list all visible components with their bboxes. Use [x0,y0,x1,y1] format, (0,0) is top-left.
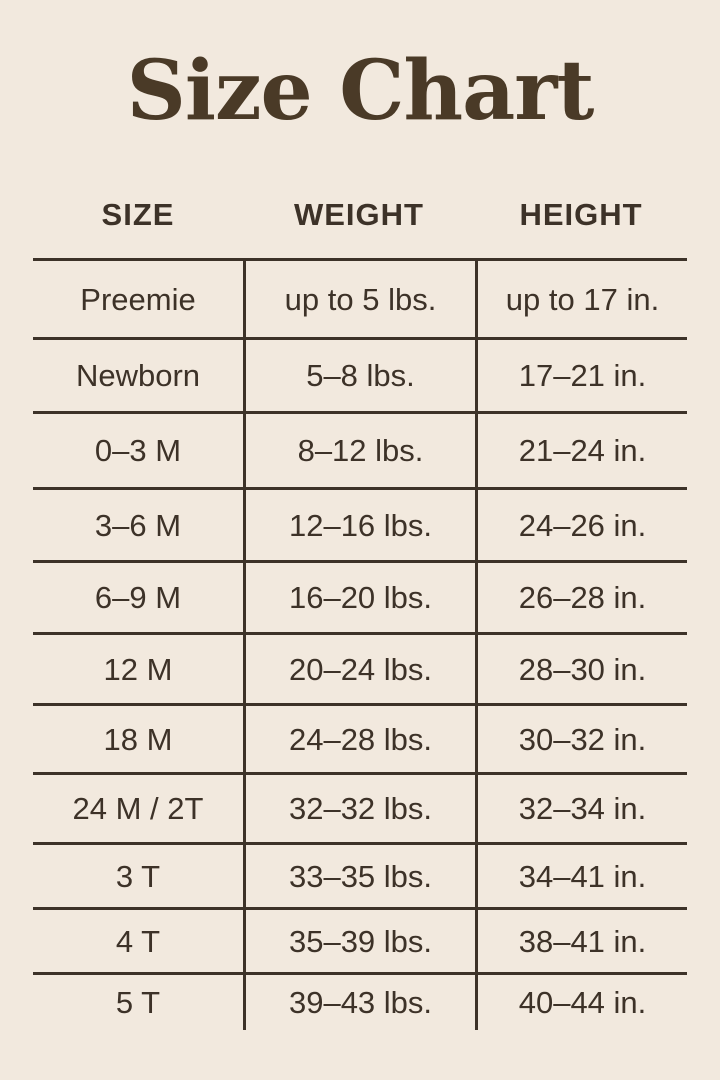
column-header-size: SIZE [101,197,175,232]
cell-weight: 33–35 lbs. [243,845,475,907]
cell-weight: 39–43 lbs. [243,975,475,1030]
table-row-24m-2t: 24 M / 2T 32–32 lbs. 32–34 in. [33,772,687,842]
table-row-12m: 12 M 20–24 lbs. 28–30 in. [33,632,687,703]
cell-size: 3 T [115,858,161,894]
table-row-18m: 18 M 24–28 lbs. 30–32 in. [33,703,687,772]
cell-height: 17–21 in. [475,340,687,411]
cell-size: 12 M [103,651,173,687]
cell-weight: 16–20 lbs. [243,563,475,632]
cell-weight: 8–12 lbs. [243,414,475,487]
cell-height: 40–44 in. [475,975,687,1030]
cell-size: 24 M / 2T [72,791,204,826]
table-row-0-3m: 0–3 M 8–12 lbs. 21–24 in. [33,411,687,487]
cell-size: 5 T [115,985,161,1020]
cell-height: 26–28 in. [475,563,687,632]
cell-size: 18 M [103,721,173,757]
table-header-row: SIZE WEIGHT HEIGHT [33,193,687,237]
cell-weight: up to 5 lbs. [243,261,475,337]
table-row-newborn: Newborn 5–8 lbs. 17–21 in. [33,337,687,411]
table-row-5t: 5 T 39–43 lbs. 40–44 in. [33,972,687,1030]
cell-height: up to 17 in. [475,261,687,337]
cell-weight: 24–28 lbs. [243,706,475,772]
cell-height: 24–26 in. [475,490,687,560]
table-row-preemie: Preemie up to 5 lbs. up to 17 in. [33,258,687,337]
cell-size: 4 T [115,923,161,959]
cell-height: 38–41 in. [475,910,687,972]
column-header-height: HEIGHT [519,197,643,232]
table-row-6-9m: 6–9 M 16–20 lbs. 26–28 in. [33,560,687,632]
table-row-3t: 3 T 33–35 lbs. 34–41 in. [33,842,687,907]
cell-size: Newborn [75,358,201,393]
cell-size: Preemie [80,281,196,317]
page-title: Size Chart [126,43,595,139]
cell-height: 30–32 in. [475,706,687,772]
size-table-body: Preemie up to 5 lbs. up to 17 in. Newbor… [33,258,687,1030]
cell-weight: 20–24 lbs. [243,635,475,703]
cell-weight: 12–16 lbs. [243,490,475,560]
cell-height: 32–34 in. [475,775,687,842]
cell-height: 28–30 in. [475,635,687,703]
table-row-4t: 4 T 35–39 lbs. 38–41 in. [33,907,687,972]
cell-weight: 35–39 lbs. [243,910,475,972]
cell-height: 21–24 in. [475,414,687,487]
cell-size: 0–3 M [94,433,182,468]
cell-weight: 5–8 lbs. [243,340,475,411]
cell-size: 6–9 M [94,580,182,615]
cell-size: 3–6 M [94,507,182,543]
cell-weight: 32–32 lbs. [243,775,475,842]
cell-height: 34–41 in. [475,845,687,907]
column-header-weight: WEIGHT [294,197,424,232]
table-row-3-6m: 3–6 M 12–16 lbs. 24–26 in. [33,487,687,560]
